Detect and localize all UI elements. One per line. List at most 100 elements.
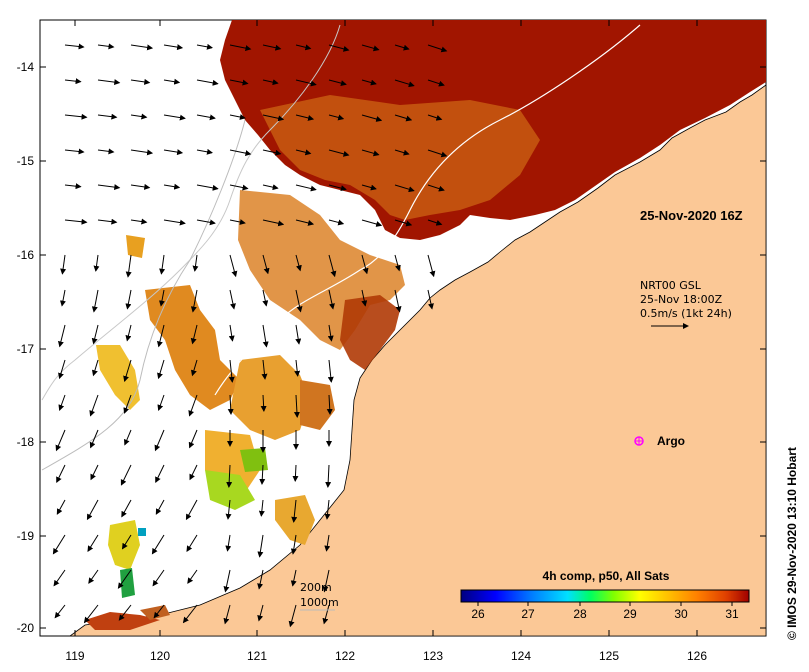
lon-label: 126 (687, 649, 707, 663)
lon-label: 123 (423, 649, 443, 663)
current-arrow (56, 464, 66, 483)
current-arrow (290, 569, 297, 587)
current-arrow (155, 499, 165, 515)
current-arrow (163, 114, 186, 121)
sst-orange-band (260, 95, 540, 220)
current-arrow (261, 359, 268, 380)
current-arrow (130, 78, 151, 85)
current-arrow (130, 44, 154, 51)
current-arrow (64, 183, 82, 190)
current-info-line3: 0.5m/s (1kt 24h) (640, 307, 732, 320)
current-arrow (229, 254, 238, 278)
current-arrow (227, 394, 234, 415)
current-arrow (125, 324, 132, 342)
credit-label: © IMOS 29-Nov-2020 13:10 Hobart (785, 447, 799, 640)
current-arrow (196, 114, 216, 121)
current-arrow (427, 184, 445, 192)
current-arrow (64, 43, 85, 50)
current-arrow (225, 534, 232, 552)
current-arrow (130, 183, 151, 190)
sst-patch (126, 235, 145, 258)
sst-patch-green (120, 568, 135, 598)
current-arrow (361, 184, 377, 191)
current-arrow (262, 324, 269, 348)
current-arrow (290, 534, 297, 555)
lon-label: 124 (511, 649, 531, 663)
current-arrow (262, 219, 285, 227)
lon-axis-bottom: 119 120 121 122 123 124 125 126 (65, 20, 707, 663)
current-arrow (190, 359, 198, 377)
lat-label: -19 (17, 529, 35, 543)
colorbar-title: 4h comp, p50, All Sats (543, 569, 670, 583)
current-arrow (188, 429, 198, 449)
current-arrow (361, 254, 369, 275)
current-arrow (427, 114, 443, 121)
isobath-1000m (41, 24, 341, 401)
current-arrow (97, 148, 115, 155)
current-arrow (57, 324, 66, 348)
current-arrow (59, 289, 66, 307)
current-arrow (295, 184, 317, 192)
current-arrow (196, 79, 219, 86)
sst-cool-pixel (138, 528, 146, 536)
current-arrow (157, 394, 165, 411)
current-arrow (159, 254, 166, 275)
current-arrow (188, 394, 198, 417)
current-arrow (326, 394, 333, 415)
lat-label: -18 (17, 435, 35, 449)
lat-axis-left: -14 -15 -16 -17 -18 -19 -20 (17, 60, 766, 635)
current-arrow (295, 289, 303, 313)
colorbar-ticks: 26 27 28 29 30 31 (471, 602, 739, 621)
current-arrow (190, 289, 198, 313)
current-arrow (64, 113, 88, 120)
current-arrow (394, 79, 415, 88)
current-arrow (328, 114, 345, 121)
isobath-200m (214, 24, 641, 396)
current-arrow (223, 604, 231, 625)
current-arrow (427, 79, 445, 87)
current-arrow (130, 218, 148, 225)
current-arrow (361, 149, 380, 157)
current-arrow (328, 149, 350, 157)
current-arrow (427, 254, 436, 278)
current-arrow (93, 254, 100, 272)
current-arrow (91, 289, 99, 313)
current-arrow (163, 219, 186, 226)
current-arrow (157, 359, 165, 380)
current-arrow (259, 464, 266, 485)
lon-label: 122 (335, 649, 355, 663)
current-arrow (328, 219, 345, 226)
current-arrow (229, 149, 252, 157)
current-arrow (361, 79, 377, 86)
current-arrow (118, 604, 132, 621)
current-arrow (58, 359, 66, 380)
current-arrow (427, 149, 448, 158)
lon-label: 121 (247, 649, 267, 663)
current-arrow (228, 324, 235, 342)
current-info-line2: 25-Nov 18:00Z (640, 293, 723, 306)
current-arrow (163, 183, 181, 190)
sst-patch (300, 380, 335, 430)
current-arrow (123, 394, 132, 414)
current-arrow (394, 289, 402, 313)
current-arrow (328, 184, 347, 192)
current-arrow (257, 604, 264, 622)
current-arrow (291, 499, 298, 523)
current-arrow (52, 534, 66, 555)
current-arrow (86, 499, 99, 521)
current-arrow (196, 43, 213, 50)
current-arrow (262, 44, 282, 51)
current-arrow (156, 324, 165, 348)
current-arrow (394, 149, 410, 156)
current-arrow (196, 184, 219, 191)
current-arrow (185, 499, 198, 521)
current-arrow (327, 359, 334, 383)
current-arrow (64, 148, 85, 155)
colorbar-tick-label: 29 (623, 607, 637, 621)
current-arrow (322, 569, 330, 593)
current-arrow (328, 254, 337, 278)
current-arrow (324, 499, 331, 520)
current-arrow (55, 429, 66, 452)
sst-patch (96, 345, 140, 410)
current-arrow (394, 184, 415, 193)
